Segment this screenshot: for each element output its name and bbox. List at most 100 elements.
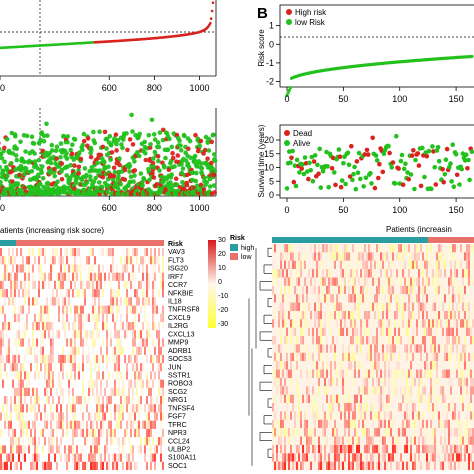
left-surv-point: [41, 138, 47, 144]
right-heatmap-cell: [406, 327, 408, 337]
right-heatmap-cell: [396, 428, 398, 437]
right-heatmap-cell: [382, 444, 384, 454]
left-heatmap-cell: [84, 396, 86, 405]
left-heatmap-cell: [120, 453, 122, 462]
left-surv-point: [149, 117, 155, 123]
right-heatmap-cell: [340, 302, 342, 311]
right-heatmap-cell: [282, 419, 284, 429]
left-heatmap-cell: [44, 354, 46, 364]
right-heatmap-cell: [452, 461, 454, 470]
right-heatmap-cell: [398, 277, 400, 286]
right-heatmap-cell: [376, 294, 378, 303]
left-heatmap-cell: [98, 371, 100, 380]
left-heatmap-cell: [102, 305, 104, 314]
right-heatmap-cell: [422, 403, 424, 412]
left-heatmap-cell: [74, 280, 76, 290]
left-heatmap-cell: [142, 297, 144, 306]
right-heatmap-cell: [438, 436, 440, 445]
left-heatmap-cell: [48, 371, 50, 380]
right-heatmap-cell: [298, 403, 300, 412]
right-heatmap-cell: [454, 260, 456, 270]
right-heatmap-cell: [292, 403, 294, 412]
left-heatmap-cell: [24, 297, 26, 306]
right-risk-frame: [279, 4, 474, 88]
left-heatmap-cell: [72, 437, 74, 446]
left-surv-point: [110, 177, 116, 183]
left-heatmap-cell: [62, 313, 64, 322]
right-heatmap-cell: [272, 369, 274, 378]
right-heatmap-cell: [402, 294, 404, 303]
right-surv-point: [341, 160, 346, 166]
right-heatmap-cell: [290, 369, 292, 378]
right-surv-point: [338, 184, 344, 190]
right-heatmap-cell: [444, 436, 446, 445]
left-heatmap-cell: [4, 445, 6, 454]
right-heatmap-cell: [328, 277, 330, 286]
left-heatmap-cell: [22, 387, 24, 396]
right-heatmap-cell: [382, 319, 384, 328]
right-heatmap-cell: [448, 377, 450, 387]
left-heatmap-cell: [94, 305, 96, 314]
right-heatmap-cell: [378, 461, 380, 470]
right-heatmap-cell: [352, 294, 354, 303]
right-heatmap-cell: [382, 352, 384, 362]
right-heatmap-cell: [320, 260, 322, 270]
right-heatmap-cell: [392, 336, 394, 345]
left-heatmap-cell: [12, 264, 14, 273]
left-heatmap-cell: [112, 437, 114, 446]
right-heatmap-cell: [302, 444, 304, 454]
left-heatmap-cell: [106, 354, 108, 364]
right-heatmap-cell: [384, 461, 386, 470]
left-heatmap-cell: [58, 313, 60, 322]
left-heatmap-cell: [6, 453, 8, 462]
right-heatmap-cell: [316, 336, 318, 345]
left-heatmap-cell: [26, 322, 28, 331]
left-heatmap-cell: [28, 264, 30, 273]
left-heatmap-cell: [104, 272, 106, 281]
right-heatmap-cell: [382, 403, 384, 412]
right-heatmap-cell: [346, 244, 348, 253]
right-heatmap-cell: [280, 444, 282, 454]
right-heatmap-cell: [334, 244, 336, 253]
right-heatmap-cell: [316, 260, 318, 270]
left-heatmap-cell: [154, 305, 156, 314]
left-heatmap-cell: [46, 371, 48, 380]
left-risk-xticks: 0 600 800 1000: [0, 76, 209, 93]
right-heatmap-cell: [348, 394, 350, 404]
right-risk-point: [286, 91, 290, 95]
left-heatmap-cell: [14, 305, 16, 314]
right-heatmap-cell: [408, 327, 410, 337]
right-heatmap-cell: [438, 453, 440, 462]
left-heatmap-cell: [46, 305, 48, 314]
right-heatmap-cell: [442, 327, 444, 337]
left-heatmap-cell: [84, 437, 86, 446]
left-heatmap-cell: [150, 445, 152, 454]
right-surv-point: [457, 182, 462, 187]
left-heatmap-cell: [70, 354, 72, 364]
right-heatmap-cell: [416, 260, 418, 270]
right-heatmap-cell: [472, 252, 474, 261]
left-heatmap-cell: [56, 330, 58, 339]
right-heatmap-cell: [392, 444, 394, 454]
left-heatmap-cell: [74, 363, 76, 372]
left-heatmap-cell: [92, 313, 94, 322]
right-heatmap-cell: [376, 377, 378, 387]
right-heatmap-cell: [466, 252, 468, 261]
left-heatmap-cell: [116, 313, 118, 322]
right-heatmap-cell: [464, 444, 466, 454]
left-heatmap-cell: [18, 338, 20, 347]
right-heatmap-cell: [418, 269, 420, 278]
left-heatmap-cell: [30, 396, 32, 405]
left-surv-point: [24, 133, 30, 139]
right-heatmap-cell: [290, 302, 292, 311]
right-heatmap-cell: [330, 311, 332, 320]
right-heatmap-cell: [460, 285, 462, 295]
right-risk-point: [470, 54, 474, 59]
right-heatmap-cell: [384, 419, 386, 429]
right-heatmap-cell: [420, 403, 422, 412]
right-heatmap-cell: [428, 419, 430, 429]
right-heatmap-cell: [356, 436, 358, 445]
left-heatmap-cell: [4, 412, 6, 421]
left-heatmap-cell: [78, 453, 80, 462]
right-heatmap-cell: [396, 386, 398, 395]
